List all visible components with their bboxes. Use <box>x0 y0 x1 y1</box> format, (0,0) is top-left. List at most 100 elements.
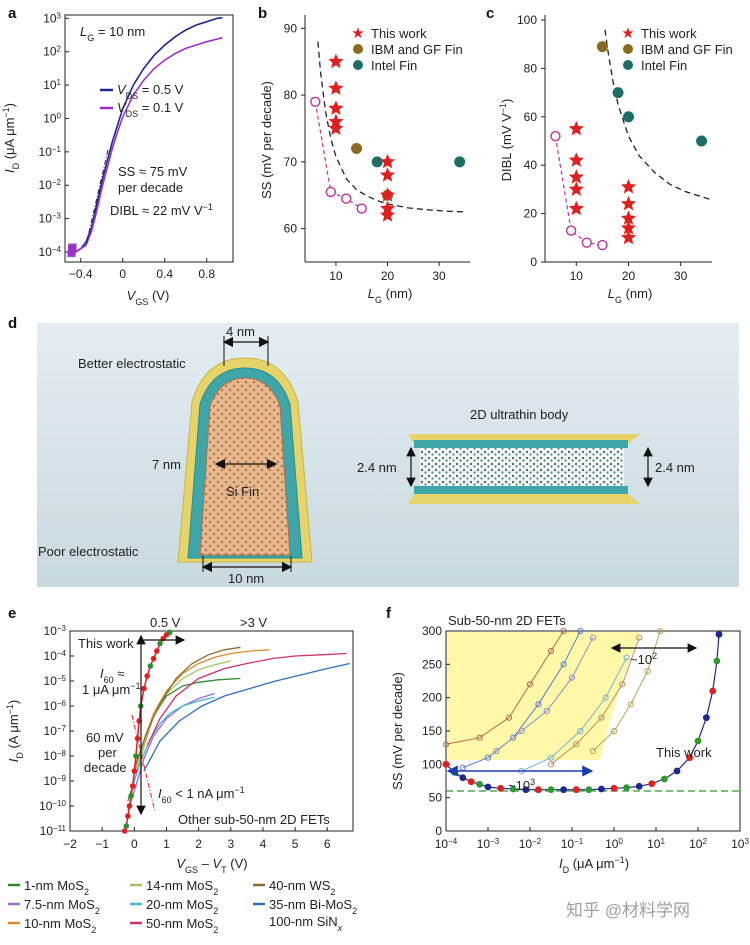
this-work-point <box>141 685 147 692</box>
x-axis-label-c: LG (nm) <box>608 286 653 305</box>
y-tick-label: 250 <box>422 657 442 671</box>
x-tick-label: 2 <box>195 837 202 851</box>
legend-item-20nm: 20-nm MoS2 <box>130 897 218 916</box>
x-tick-label: 6 <box>324 837 331 851</box>
other-fet-point <box>657 627 664 635</box>
legend-label-c-ibm: IBM and GF Fin <box>641 42 733 57</box>
y-tick-label: 200 <box>422 691 442 705</box>
other-fet-point <box>610 727 618 735</box>
this-work-star <box>328 100 344 115</box>
other-fet-point <box>577 627 584 635</box>
legend-dot-c-ibm <box>623 44 633 54</box>
legend-star-c: ★ <box>621 25 634 42</box>
other-fet-trace <box>550 637 640 765</box>
legend-dot-c-intel <box>623 60 633 70</box>
this-work-star <box>328 120 344 135</box>
plot-frame-a <box>64 14 234 263</box>
x-tick-label: 20 <box>622 269 636 283</box>
this-work-point <box>126 803 133 809</box>
legend-label: 20-nm MoS2 <box>146 897 218 916</box>
legend-label: 1-nm MoS2 <box>24 878 89 897</box>
label-poor-electrostatic: Poor electrostatic <box>38 544 139 559</box>
ibm-point <box>351 143 363 155</box>
x-tick-label: 4 <box>260 837 267 851</box>
this-work-point <box>635 782 643 790</box>
this-work-point <box>484 783 492 791</box>
legend-label-c-thiswork: This work <box>641 26 697 41</box>
this-work-point <box>547 786 555 794</box>
label-2-4nm-right: 2.4 nm <box>655 460 695 475</box>
y-ticks-f: 0 50 100 150 200 250 300 <box>422 624 450 838</box>
this-work-open-point <box>550 130 561 142</box>
other-fet-point <box>484 754 492 761</box>
y-tick-label: 10−3 <box>39 211 62 226</box>
other-fet-point <box>568 674 576 681</box>
this-work-point <box>648 780 656 788</box>
this-work-point <box>121 828 128 834</box>
x-tick-label: 10−1 <box>561 837 584 852</box>
x-tick-label: 103 <box>731 837 749 852</box>
legend-dot-b-ibm <box>353 44 363 54</box>
label-60mv-3: decade <box>84 760 127 775</box>
label-i60-low: I60 < 1 nA μm−1 <box>158 785 245 805</box>
x-ticks-f: 10−4 10−3 10−2 10−1 100 101 102 103 <box>435 827 749 852</box>
curve-35-nm-bi-mos2 <box>143 662 350 772</box>
other-fet-point <box>547 647 555 655</box>
label-this-work-f: This work <box>656 745 712 760</box>
this-work-open-point <box>581 237 592 248</box>
y-tick-label: 10−4 <box>44 649 67 664</box>
x-tick-label: 0.4 <box>156 267 173 281</box>
this-work-point <box>598 785 605 793</box>
y-tick-label: 80 <box>524 61 538 75</box>
label-sub50-fets: Sub-50-nm 2D FETs <box>448 613 566 628</box>
legend-label-b-ibm: IBM and GF Fin <box>371 42 463 57</box>
this-work-star <box>568 152 584 167</box>
label-2-4nm-left: 2.4 nm <box>357 460 397 475</box>
other-fet-point <box>598 714 605 721</box>
ss-note-a-2: per decade <box>118 180 183 195</box>
y-tick-label: 100 <box>43 111 61 126</box>
label-1e3: ~103 <box>508 777 535 793</box>
this-work-point <box>123 823 130 829</box>
other-fet-point <box>602 694 609 701</box>
y-tick-label: 10−10 <box>39 799 66 814</box>
label-0-5v: 0.5 V <box>150 615 181 630</box>
y-tick-label: 102 <box>43 44 61 59</box>
y-tick-label: 20 <box>524 207 538 221</box>
2d-channel-lattice <box>420 448 624 486</box>
this-work-point <box>150 655 157 662</box>
this-work-point <box>610 784 618 792</box>
y-ticks-a: 10−4 10−3 10−2 10−1 100 101 102 103 <box>39 11 69 259</box>
y-axis-label-b: SS (mV per decade) <box>259 81 274 199</box>
other-fet-point <box>619 681 626 688</box>
this-work-point <box>442 760 450 768</box>
y-tick-label: 60 <box>524 110 538 124</box>
this-work-point <box>131 768 138 774</box>
legend-item-10nm: 10-nm MoS2 <box>8 916 96 935</box>
x-axis-label-a: VGS (V) <box>127 288 170 307</box>
this-work-open-point <box>341 193 352 204</box>
legend-b: ★ This work IBM and GF Fin Intel Fin <box>351 25 462 73</box>
x-tick-label: 10 <box>570 269 584 283</box>
y-ticks-c: 0 20 40 60 80 100 <box>517 13 545 269</box>
y-tick-label: 70 <box>284 155 298 169</box>
legend-label-vds05: VDS = 0.5 V <box>117 82 184 101</box>
this-work-point <box>509 785 517 793</box>
other-fet-trace <box>592 630 661 752</box>
this-work-point <box>144 673 150 679</box>
intel-point <box>696 135 708 147</box>
boundary-curve-c <box>604 29 710 200</box>
this-work-point <box>166 629 173 636</box>
this-work-trend-c <box>554 136 603 246</box>
y-axis-label-c: DIBL (mV V−1) <box>498 99 514 182</box>
other-fet-trace <box>496 637 594 752</box>
legend-panel-e: 1-nm MoS2 7.5-nm MoS2 10-nm MoS2 14-nm M… <box>8 878 357 935</box>
x-ticks-a: −0.4 0 0.4 0.8 <box>69 258 215 281</box>
legend-label: 40-nm WS2 <box>269 878 335 897</box>
this-work-point <box>129 783 136 789</box>
label-i60-approx: I60 ≈ <box>100 666 124 685</box>
label-better-electrostatic: Better electrostatic <box>78 356 186 371</box>
this-work-point <box>709 687 717 695</box>
boundary-curve-b <box>317 41 465 213</box>
x-axis-label-f: ID (μA μm−1) <box>559 855 629 875</box>
